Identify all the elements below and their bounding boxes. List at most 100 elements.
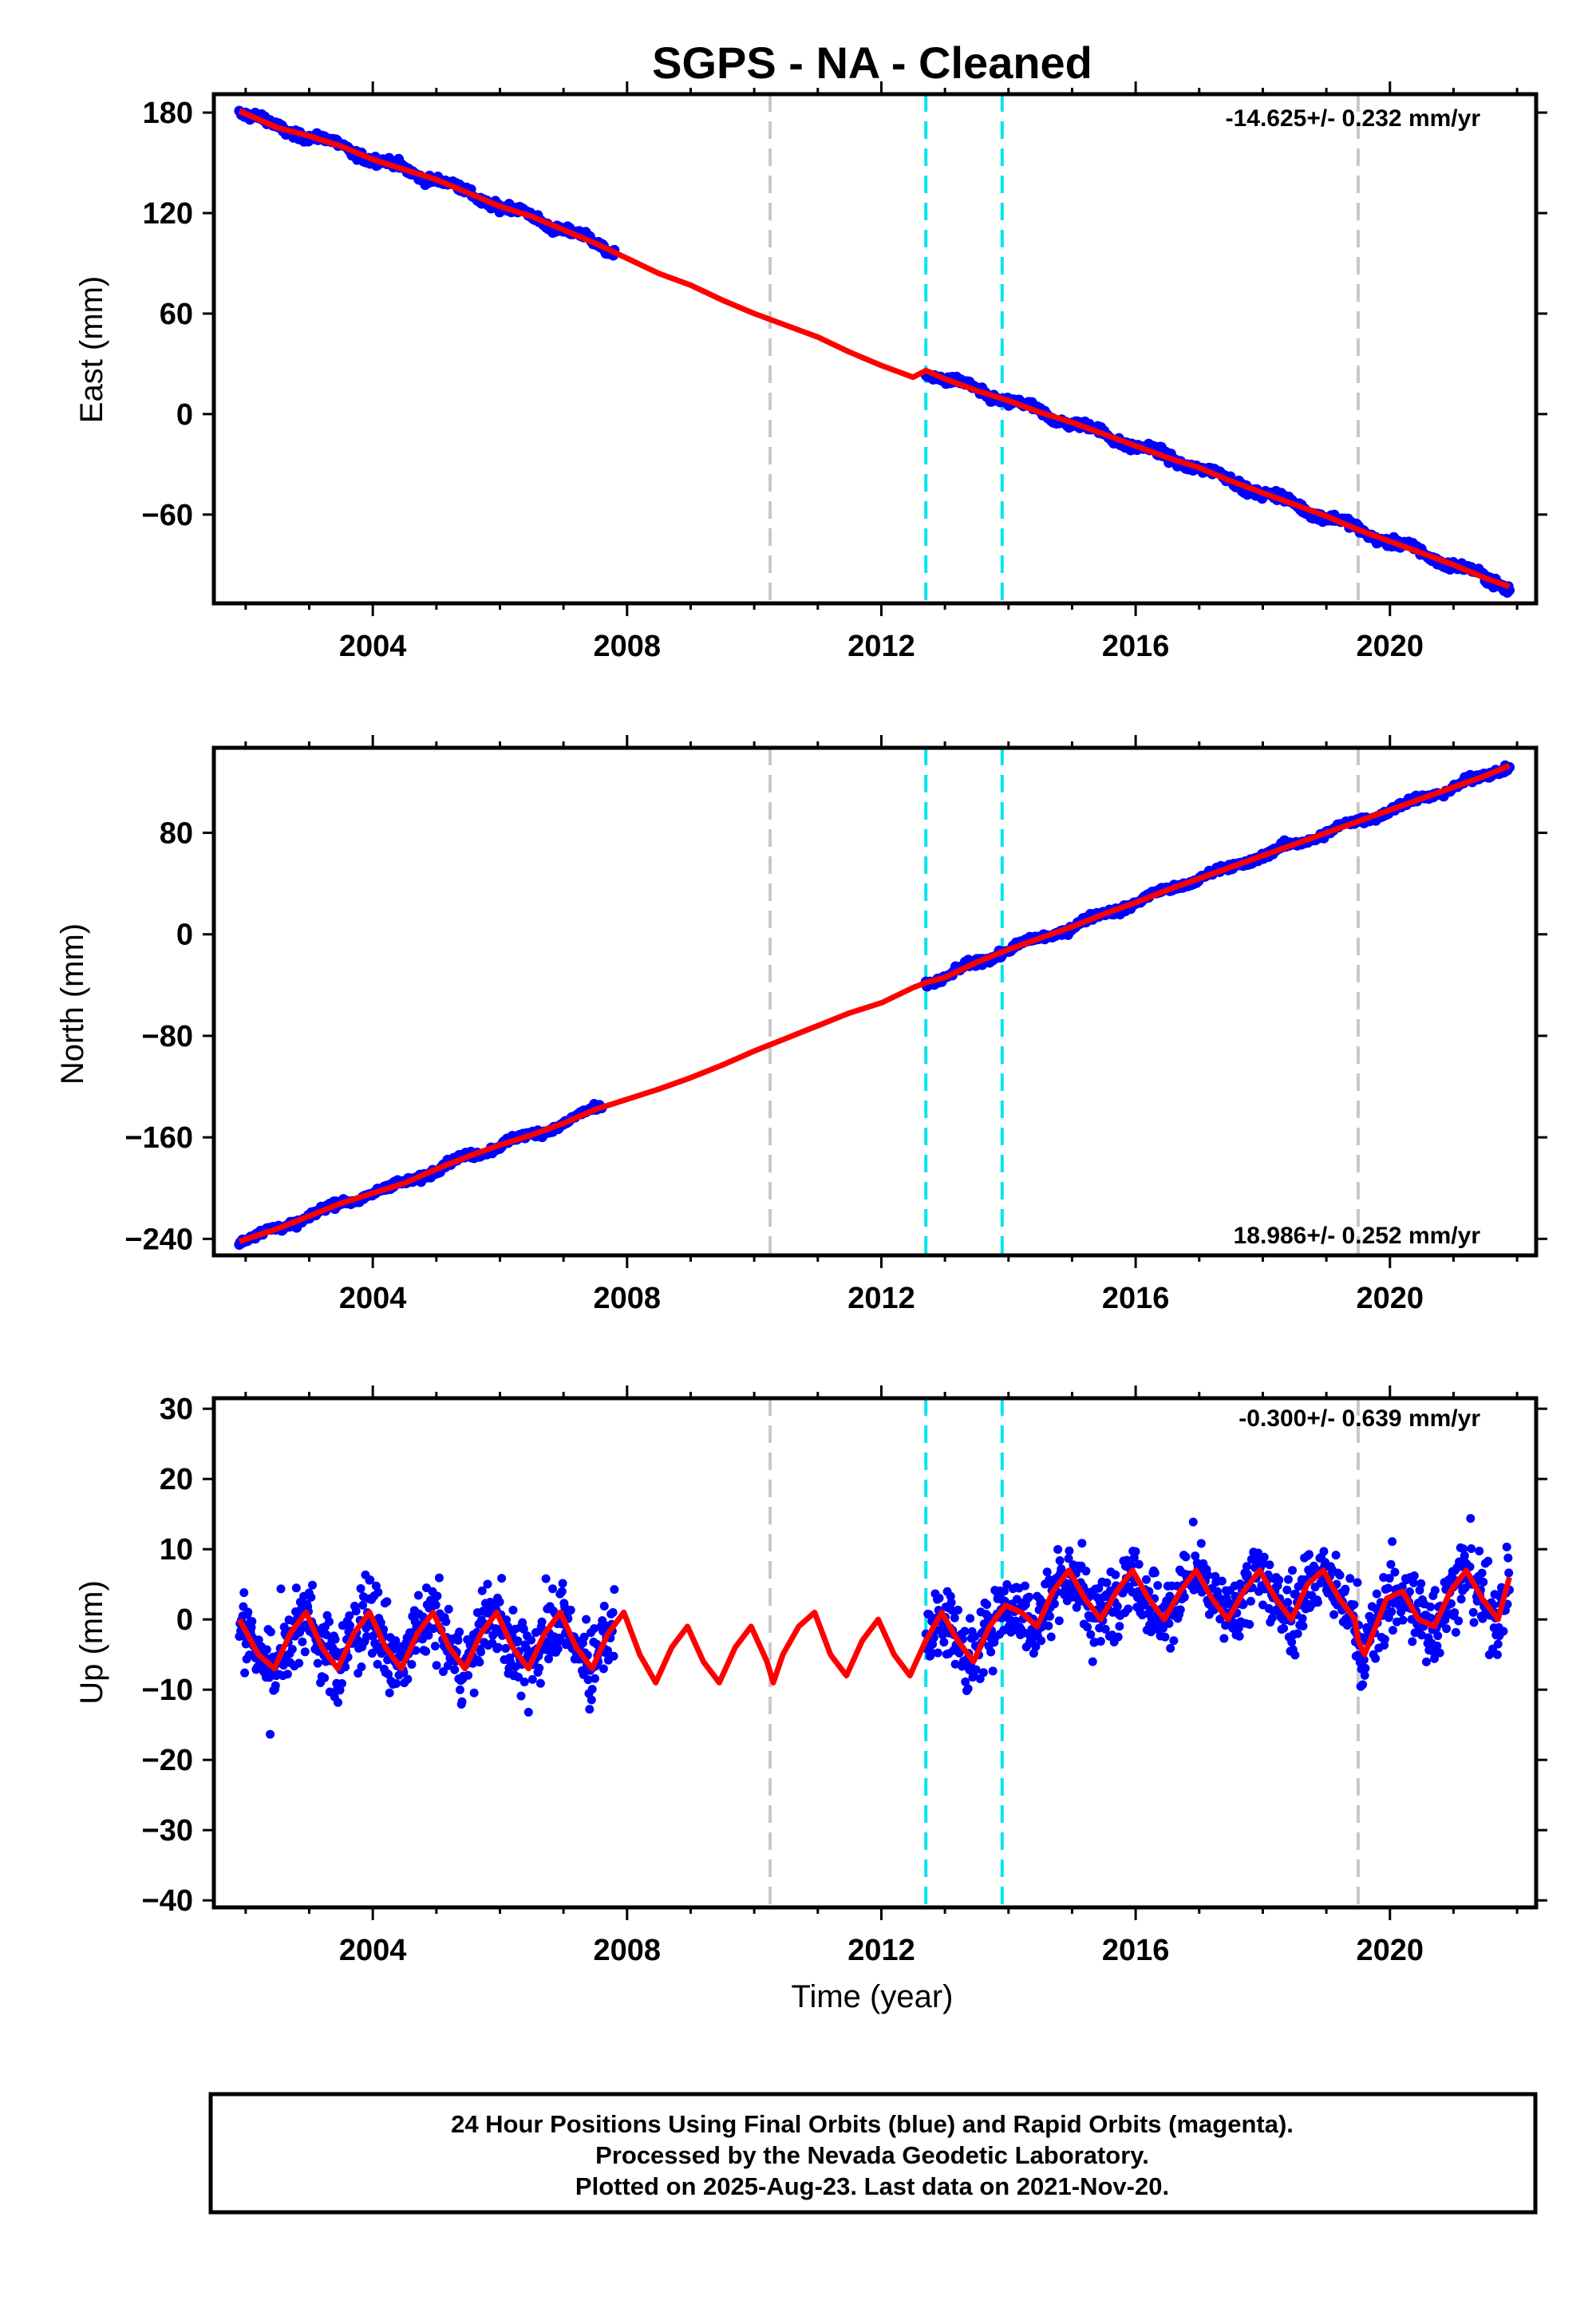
up-panel: Up (mm) 30 20 10 0 −10 −20 −30 −40 2004 2008 2012 2… (74, 1385, 1547, 1967)
data-point (457, 1697, 467, 1706)
data-point (519, 1624, 528, 1634)
footer-line-3: Plotted on 2025-Aug-23. Last data on 202… (575, 2172, 1169, 2200)
data-point (279, 1661, 288, 1670)
data-point (1432, 1641, 1442, 1650)
data-point (1421, 1657, 1431, 1666)
data-point (523, 1707, 533, 1717)
y-tick-label: 20 (160, 1463, 193, 1496)
footer-line-2: Processed by the Nevada Geodetic Laborat… (595, 2141, 1149, 2169)
y-tick-label: 0 (176, 398, 193, 432)
footer-line-1: 24 Hour Positions Using Final Orbits (bl… (451, 2110, 1294, 2138)
x-tick-label: 2016 (1102, 1282, 1170, 1315)
data-point (382, 1597, 392, 1607)
data-point (502, 1615, 512, 1625)
data-point (282, 1670, 292, 1679)
north-fit-line (238, 763, 1511, 1244)
data-point (501, 1643, 511, 1653)
data-point (933, 1648, 942, 1658)
east-plot-area (234, 94, 1515, 603)
east-panel: East (mm) 180 120 60 0 −60 2004 2008 2012 2016 20… (74, 81, 1547, 663)
data-point (946, 1598, 956, 1607)
data-point (1062, 1596, 1072, 1606)
data-point (1077, 1539, 1087, 1548)
data-point (493, 1642, 503, 1652)
data-point (535, 1663, 544, 1673)
data-point (431, 1600, 440, 1610)
data-point (1259, 1552, 1269, 1562)
figure-title: SGPS - NA - Cleaned (652, 38, 1092, 88)
data-point (1430, 1654, 1440, 1663)
data-point (934, 1593, 944, 1603)
data-point (335, 1686, 345, 1695)
data-point (1153, 1581, 1163, 1591)
data-point (939, 1638, 949, 1647)
data-point (1450, 1608, 1460, 1618)
data-point (585, 1705, 595, 1714)
data-point (1291, 1590, 1301, 1599)
data-point (1304, 1550, 1314, 1559)
data-point (513, 1636, 523, 1646)
data-point (365, 1575, 375, 1585)
data-point (960, 1626, 970, 1636)
data-point (986, 1647, 996, 1657)
data-point (1454, 1616, 1464, 1626)
data-point (1467, 1543, 1476, 1553)
data-point (1313, 1598, 1322, 1607)
x-tick-label: 2004 (339, 630, 407, 663)
data-point (1360, 1670, 1369, 1680)
data-point (276, 1584, 286, 1594)
data-point (1386, 1559, 1396, 1569)
data-point (1131, 1547, 1140, 1556)
data-point (1361, 1663, 1370, 1673)
data-point (543, 1654, 553, 1664)
data-point (1169, 1636, 1179, 1646)
data-point (553, 1644, 563, 1654)
data-point (495, 1597, 504, 1607)
data-point (548, 1584, 558, 1594)
data-point (971, 1665, 981, 1674)
x-tick-label: 2012 (847, 1282, 915, 1315)
footer-box: 24 Hour Positions Using Final Orbits (bl… (208, 2092, 1538, 2215)
data-point (1020, 1581, 1029, 1591)
data-point (407, 1659, 417, 1669)
data-point (1387, 1607, 1396, 1616)
data-point (1459, 1544, 1468, 1554)
data-point (1274, 1575, 1284, 1585)
data-point (1279, 1623, 1289, 1633)
data-point (313, 1658, 322, 1668)
data-point (240, 1668, 250, 1678)
data-point (1446, 1599, 1456, 1608)
data-point (434, 1573, 444, 1583)
data-point (300, 1647, 310, 1657)
data-point (338, 1679, 347, 1689)
data-point (430, 1642, 440, 1651)
data-point (1404, 1587, 1414, 1597)
data-point (455, 1627, 464, 1637)
data-point (590, 1674, 599, 1683)
data-point (1175, 1605, 1185, 1614)
data-point (1408, 1578, 1418, 1587)
data-point (508, 1605, 518, 1614)
data-point (1046, 1632, 1056, 1642)
data-point (356, 1584, 365, 1594)
data-point (1112, 1602, 1122, 1611)
y-tick-label: 30 (160, 1393, 193, 1426)
data-point (1045, 1611, 1055, 1621)
data-point (320, 1674, 330, 1683)
data-point (1150, 1568, 1159, 1578)
data-point (1217, 1576, 1227, 1586)
data-point (1456, 1595, 1466, 1604)
data-point (306, 1592, 316, 1602)
data-point (392, 1679, 401, 1689)
data-point (369, 1631, 378, 1641)
east-fit-line (238, 108, 1511, 590)
up-frame (211, 1396, 1539, 1910)
up-fit-line (236, 1567, 1512, 1686)
y-tick-label: −160 (124, 1121, 193, 1155)
x-tick-label: 2012 (847, 1934, 915, 1967)
east-y-axis-label: East (mm) (74, 276, 109, 423)
data-point (271, 1681, 280, 1690)
y-tick-label: −240 (124, 1223, 193, 1256)
up-y-axis-label: Up (mm) (74, 1580, 109, 1705)
x-tick-label: 2008 (594, 630, 662, 663)
